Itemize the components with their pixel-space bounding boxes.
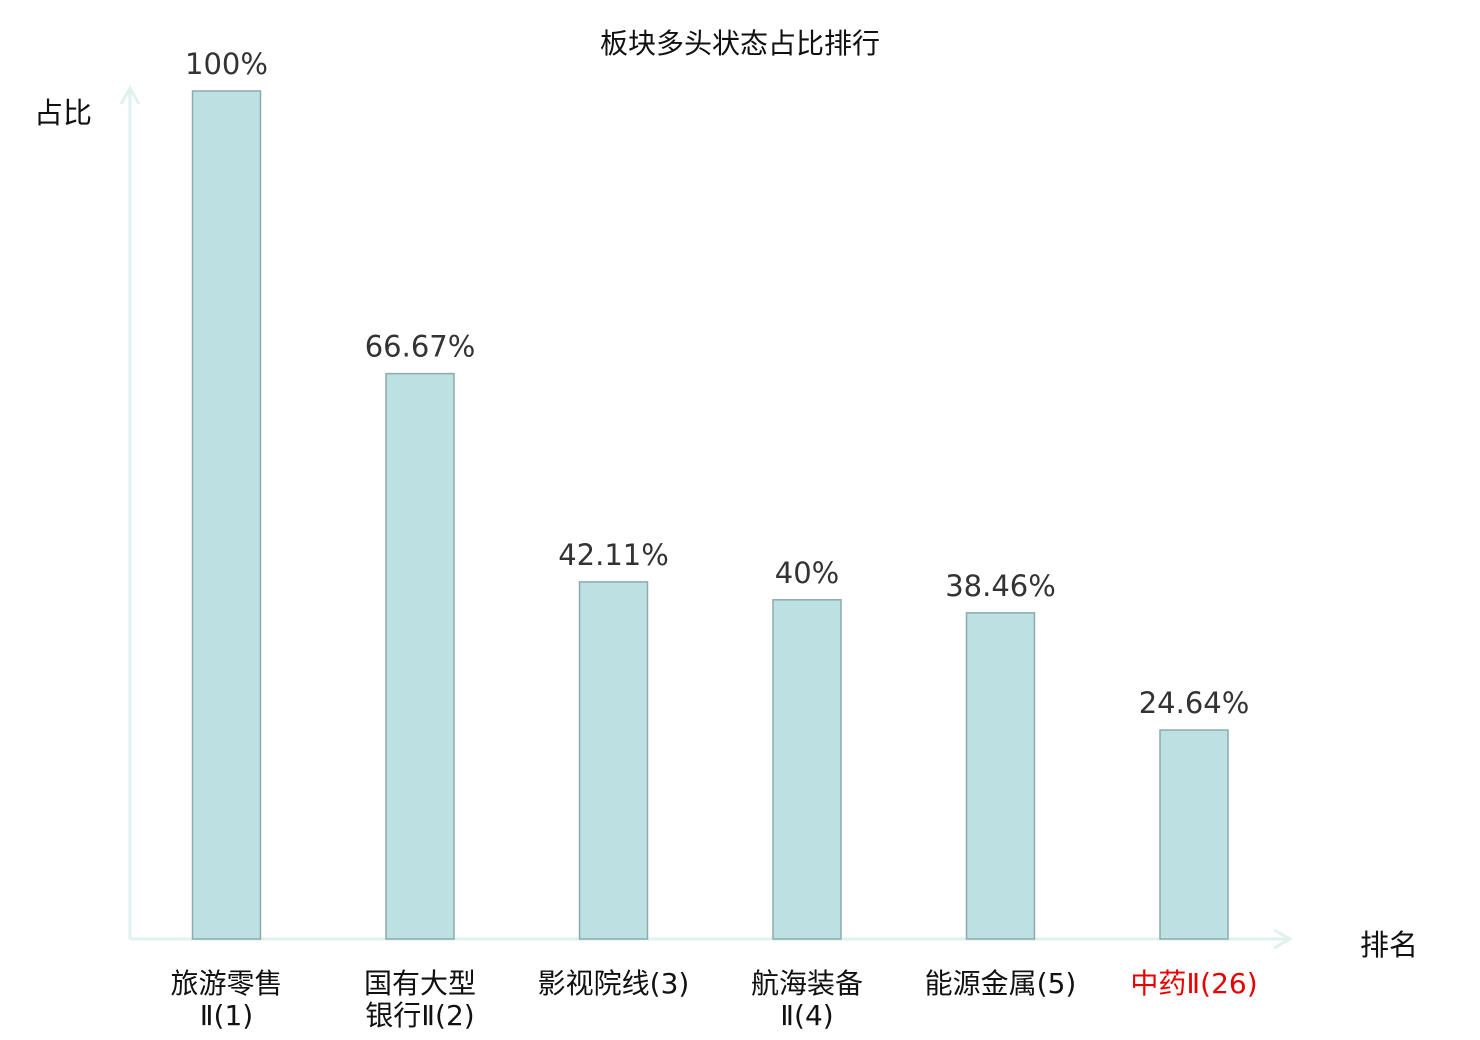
data-label: 40% [775, 556, 839, 590]
axes [119, 84, 1294, 950]
data-label: 100% [185, 47, 268, 81]
category-label-line: 国有大型 [364, 967, 476, 1000]
data-label: 66.67% [365, 330, 476, 364]
bar [385, 372, 455, 940]
data-label: 38.46% [945, 569, 1056, 603]
y-axis-arrow [119, 84, 141, 105]
y-axis-label: 占比 [34, 96, 93, 130]
bar [191, 90, 262, 940]
chart-title: 板块多头状态占比排行 [599, 27, 880, 60]
bars [191, 90, 1229, 940]
category-label-line: 影视院线(3) [538, 967, 690, 1000]
category-label: 国有大型银行Ⅱ(2) [364, 967, 476, 1032]
category-label-line: Ⅱ(4) [780, 999, 833, 1032]
category-label: 影视院线(3) [538, 967, 690, 1000]
category-label-line: Ⅱ(1) [200, 999, 253, 1032]
category-label: 中药Ⅱ(26) [1130, 967, 1257, 1000]
bar [1159, 729, 1229, 940]
bar [772, 599, 842, 940]
category-label-line: 银行Ⅱ(2) [365, 999, 474, 1032]
category-label-line: 航海装备 [751, 967, 863, 1000]
category-label: 旅游零售 Ⅱ(1) [170, 967, 282, 1032]
bar [965, 612, 1036, 940]
category-label: 航海装备 Ⅱ(4) [751, 967, 863, 1032]
value-labels: 100% 66.67% 42.11% 40% 38.46% 24.64% [185, 47, 1249, 720]
category-label-line: 旅游零售 [170, 967, 282, 1000]
bar [578, 581, 649, 940]
category-labels: 旅游零售 Ⅱ(1) 国有大型银行Ⅱ(2) 影视院线(3) 航海装备 Ⅱ(4) 能源金属(5)… [170, 967, 1257, 1032]
category-label-line: 中药Ⅱ(26) [1130, 967, 1257, 1000]
category-label: 能源金属(5) [925, 967, 1077, 1000]
x-axis-label: 排名 [1360, 928, 1419, 962]
data-label: 24.64% [1139, 686, 1250, 720]
category-label-line: 能源金属(5) [925, 967, 1077, 1000]
x-axis-arrow [1273, 928, 1294, 950]
data-label: 42.11% [558, 538, 669, 572]
